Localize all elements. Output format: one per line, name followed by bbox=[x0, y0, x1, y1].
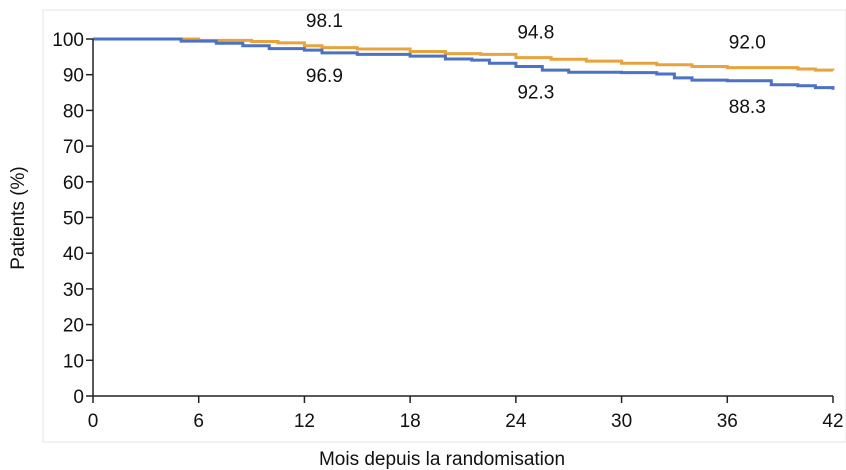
y-tick-label: 70 bbox=[63, 137, 84, 158]
y-tick-label: 10 bbox=[63, 351, 84, 372]
x-axis-title: Mois depuis la randomisation bbox=[319, 449, 565, 470]
series-layer bbox=[93, 37, 835, 90]
labels-layer: 98.1 96.9 94.8 92.3 92.0 88.3 bbox=[306, 11, 766, 118]
y-tick-label: 100 bbox=[52, 30, 84, 51]
series-line-2 bbox=[93, 37, 835, 90]
x-tick-label: 0 bbox=[88, 411, 99, 432]
data-label: 92.0 bbox=[729, 33, 766, 54]
y-tick-label: 90 bbox=[63, 66, 84, 87]
y-axis-title: Patients (%) bbox=[8, 166, 29, 269]
data-label: 98.1 bbox=[306, 11, 343, 32]
y-tick-label: 60 bbox=[63, 173, 84, 194]
y-tick-label: 80 bbox=[63, 101, 84, 122]
y-tick-label: 40 bbox=[63, 244, 84, 265]
data-label: 94.8 bbox=[517, 23, 554, 44]
series-line-1 bbox=[93, 37, 835, 72]
y-tick-label: 20 bbox=[63, 316, 84, 337]
data-label: 96.9 bbox=[306, 66, 343, 87]
y-tick-label: 30 bbox=[63, 280, 84, 301]
data-label: 88.3 bbox=[729, 97, 766, 118]
x-tick-label: 12 bbox=[294, 411, 315, 432]
x-tick-label: 42 bbox=[822, 411, 843, 432]
data-label: 92.3 bbox=[517, 82, 554, 103]
x-tick-label: 24 bbox=[505, 411, 527, 432]
y-tick-label: 50 bbox=[63, 209, 84, 230]
plot-frame bbox=[42, 9, 846, 443]
x-tick-label: 36 bbox=[717, 411, 738, 432]
plot-border bbox=[42, 9, 846, 443]
x-tick-label: 18 bbox=[400, 411, 421, 432]
axes-layer: 0 10 20 30 40 50 60 70 80 90 100 0 6 12 18 24 30 36 42 bbox=[52, 30, 843, 432]
y-tick-label: 0 bbox=[73, 387, 84, 408]
x-tick-label: 30 bbox=[611, 411, 632, 432]
x-tick-label: 6 bbox=[193, 411, 204, 432]
